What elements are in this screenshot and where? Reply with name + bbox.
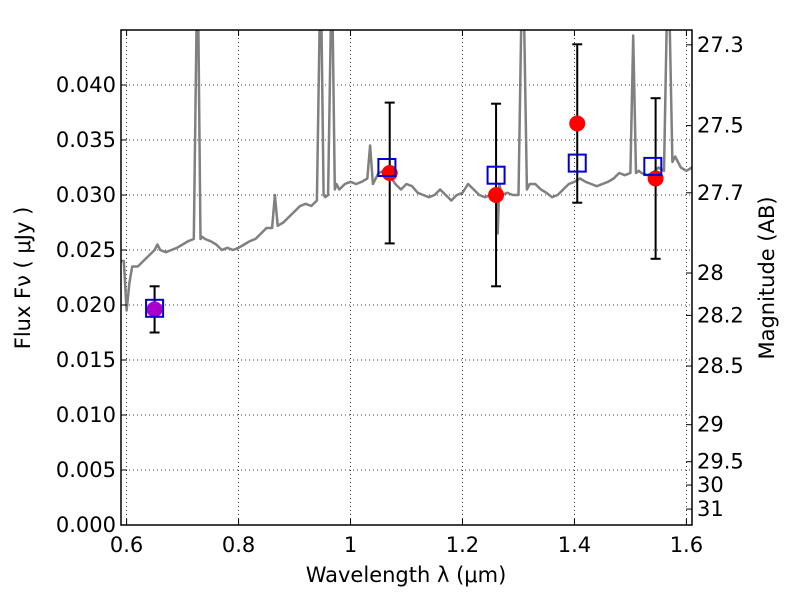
errorbar-series [146,43,664,334]
model-square [145,298,165,318]
model-square [377,158,397,177]
observed-dot [146,301,163,318]
y-tick-label: 0.020 [56,293,116,317]
model-marker-series [145,153,663,318]
y-tick-label: 0.010 [56,403,116,427]
magnitude-tick-label: 27.3 [697,33,744,57]
y-tick-label: 0.000 [56,513,116,537]
magnitude-tick-label: 27.5 [697,114,744,138]
x-tick-label: 1.4 [558,533,591,557]
y-tick-label: 0.035 [56,128,116,152]
model-square [486,165,506,185]
y-axis-label: Flux Fν ( μJy ) [11,207,35,350]
magnitude-axis-label: Magnitude (AB) [755,196,779,359]
y-tick-label: 0.040 [56,73,116,97]
model-square [567,153,587,173]
magnitude-tick-label: 31 [697,497,724,521]
x-axis: 0.6 0.8 1 1.2 1.4 1.6 [110,30,703,557]
grid [121,30,692,526]
x-tick-label: 0.8 [222,533,255,557]
magnitude-tick-label: 28.2 [697,303,744,327]
y-tick-label: 0.030 [56,183,116,207]
x-tick-label: 1.2 [446,533,479,557]
model-square [643,156,663,176]
observed-dot [488,187,505,203]
magnitude-tick-label: 28.5 [697,354,744,378]
y-axis: 0.000 0.005 0.010 0.015 0.020 0.025 0.030 0.035… [56,73,127,537]
y-tick-label: 0.015 [56,348,116,372]
magnitude-tick-label: 28 [697,261,724,285]
observed-dot [569,115,586,132]
magnitude-tick-label: 29 [697,413,724,437]
observed-point [146,285,163,334]
x-tick-label: 0.6 [110,533,143,557]
observed-point [488,102,505,288]
observed-point [569,43,586,204]
y-tick-label: 0.025 [56,238,116,262]
magnitude-tick-label: 27.7 [697,181,744,205]
plot-frame [120,29,693,526]
x-axis-label: Wavelength λ (μm) [306,563,507,587]
y-tick-label: 0.005 [56,458,116,482]
x-tick-label: 1 [344,533,357,557]
magnitude-tick-label: 29.5 [697,450,744,474]
x-tick-label: 1.6 [670,533,703,557]
magnitude-tick-label: 30 [697,473,724,497]
